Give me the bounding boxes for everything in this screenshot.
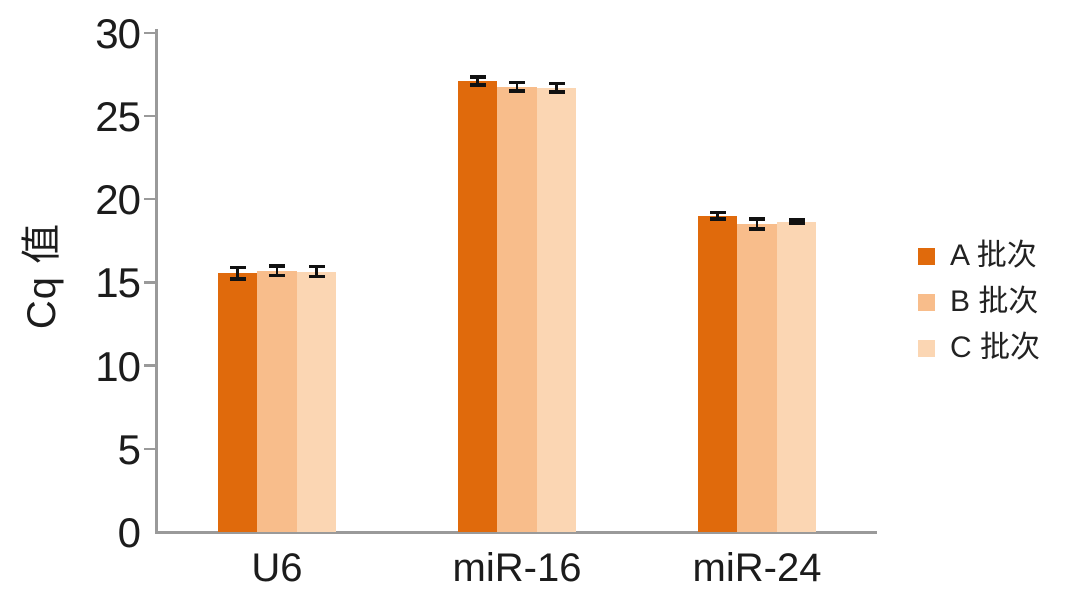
legend-label-b: B 批次 [950,285,1039,318]
error-bar [555,83,558,92]
legend-label-c: C 批次 [950,331,1040,364]
y-tick-label: 15 [95,259,141,307]
error-bar-cap [509,89,525,93]
y-axis [155,29,158,533]
bar-U6-c [296,271,337,532]
bar-miR-16-b [497,86,537,532]
y-tick-mark [144,31,155,35]
x-label-mir-16: miR-16 [452,546,582,590]
error-bar [275,265,279,276]
legend-swatch-c-icon [918,339,935,357]
legend-label-a: A 批次 [950,239,1037,272]
y-tick-mark [144,197,155,201]
bar-U6-b [257,270,297,532]
legend-item-a: A 批次 [918,233,1040,279]
bar-U6-a [217,273,258,532]
error-bar-cap [548,90,565,94]
error-bar [315,266,318,277]
error-bar [716,212,719,220]
y-tick-label: 20 [95,176,141,224]
y-tick-label: 10 [95,342,141,390]
y-tick-mark [144,364,155,367]
legend: A 批次 B 批次 C 批次 [918,233,1040,371]
x-label-mir-24: miR-24 [692,546,822,590]
error-bar-cap [749,227,765,231]
error-bar-cap [308,274,325,279]
error-bar [515,82,519,92]
x-label-u6: U6 [251,546,303,590]
error-bar-cap [709,217,726,221]
bar-miR-16-c [536,87,577,532]
error-bar-cap [788,218,805,222]
y-tick-mark [144,447,155,451]
bar-miR-24-a [697,215,738,532]
error-bar-cap [749,217,765,221]
error-bar-cap [509,80,525,85]
y-tick-label: 5 [117,425,141,473]
error-bar-cap [548,81,565,86]
error-bar-cap [229,277,246,281]
error-bar-cap [229,265,246,270]
legend-swatch-b-icon [918,293,935,311]
error-bar-cap [709,210,726,215]
error-bar-cap [269,273,285,278]
bar-miR-16-a [457,81,498,532]
error-bar [236,267,239,280]
y-tick-label: 0 [117,509,141,556]
y-tick-label: 30 [95,9,141,57]
bar-miR-24-b [737,224,777,532]
error-bar-cap [269,264,285,268]
legend-item-b: B 批次 [918,279,1040,325]
error-bar-cap [308,264,325,269]
x-axis [155,531,877,534]
error-bar-cap [469,83,486,87]
y-tick-label: 25 [95,93,141,140]
error-bar [476,76,479,86]
error-bar-cap [469,75,486,79]
y-tick-mark [144,281,155,284]
legend-swatch-a-icon [918,247,935,265]
legend-item-c: C 批次 [918,325,1040,371]
error-bar [755,219,759,230]
y-tick-mark [144,114,155,118]
bar-miR-24-c [776,221,817,532]
error-bar-cap [788,221,805,226]
